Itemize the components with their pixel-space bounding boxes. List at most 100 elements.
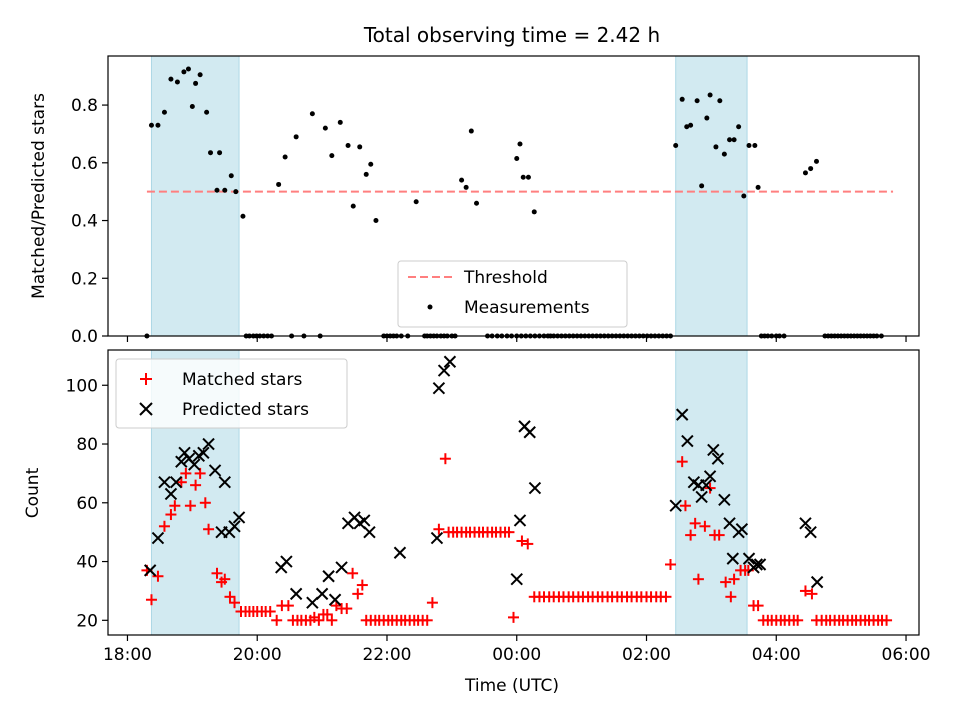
measurement-point [350,203,356,209]
measurement-point [673,142,679,148]
ratio-axis-ticks: 0.0 0.2 0.4 0.6 0.8 [71,96,907,347]
predicted-stars-point [753,558,767,571]
measurement-point [459,177,465,183]
matched-stars-point [199,497,211,509]
measurement-point [337,119,343,125]
measurement-point [514,155,520,161]
matched-stars-point [439,453,451,465]
matched-stars-point [522,538,534,550]
y-tick-label: 0.2 [71,269,98,289]
matched-stars-point [190,479,202,491]
matched-stars-point [165,509,177,521]
predicted-stars-point [393,546,407,559]
measurement-point [197,72,203,78]
y-tick-label: 20 [76,611,98,631]
predicted-stars-point [335,561,348,574]
measurement-point [463,184,469,190]
predicted-stars-point [158,476,171,489]
measurement-point [713,144,719,150]
measurement-point [741,193,747,199]
predicted-stars-point [169,476,183,489]
matched-stars-point [271,614,283,626]
predicted-stars-point [707,443,720,457]
legend-measurements-swatch [427,304,433,310]
predicted-stars-point [510,572,523,586]
predicted-stars-point [280,555,293,568]
measurement-point [155,122,161,128]
predicted-stars-point [430,531,444,545]
measurement-point [228,173,234,179]
predicted-stars-point [208,464,222,477]
predicted-stars-point [513,514,527,527]
measurement-point [746,142,752,148]
matched-stars-point [426,597,438,609]
measurement-point [727,137,733,143]
measurement-point [474,200,480,206]
predicted-stars-point [750,558,764,571]
predicted-stars-point [804,525,817,539]
matched-stars-point [321,608,333,620]
measurement-point [282,154,288,160]
measurement-point [309,111,315,117]
measurement-point [531,209,537,215]
measurement-point [208,150,214,156]
predicted-stars-point [228,520,241,533]
measurement-point [717,98,723,104]
count-panel-frame [107,349,920,636]
predicted-stars-point [188,458,201,471]
matched-stars-point [685,529,697,541]
predicted-stars-point [432,381,446,395]
measurement-point [185,66,191,72]
measurement-point [174,79,180,85]
measurement-point [694,98,700,104]
matched-stars-point [725,591,737,603]
predicted-stars-point [202,437,215,451]
matched-stars-point [264,605,276,617]
measurement-point [345,142,351,148]
matched-stars-point [881,614,893,626]
measurement-point [755,184,761,190]
matched-stars-point [282,600,294,612]
matched-stars-point [699,520,711,532]
measurement-point [193,80,199,86]
predicted-stars-point [799,517,812,530]
x-tick-label: 20:00 [233,645,282,665]
y-tick-label: 0.6 [71,154,98,174]
measurement-point [679,96,685,102]
measurement-point [368,161,374,167]
matched-stars-point [145,594,157,606]
x-axis-label: Time (UTC) [464,676,559,696]
measurement-point [802,170,808,176]
measurement-point [222,187,228,193]
y-tick-label: 0.4 [71,212,98,232]
matched-stars-point [341,603,353,615]
predicted-stars-point [443,355,457,368]
x-tick-label: 02:00 [622,645,671,665]
measurement-point [293,134,299,140]
measurement-point [214,187,220,193]
matched-stars-point [692,573,704,585]
x-tick-label: 22:00 [362,645,411,665]
predicted-stars-point [164,487,178,501]
measurement-point [329,153,335,159]
ratio-legend: Threshold Measurements [397,260,628,328]
y-tick-label: 60 [76,494,98,514]
measurement-point [520,174,526,180]
predicted-stars-point [669,499,682,512]
predicted-stars-point [703,470,717,483]
ratio-panel-frame [107,55,920,337]
matched-stars-point [799,585,811,597]
legend-box [115,358,348,429]
measurement-point [688,122,694,128]
count-y-axis-label: Count [23,467,43,518]
measurement-point [684,124,690,130]
measurement-point [233,189,239,195]
measurement-point [525,174,531,180]
predicted-stars-point [528,481,542,495]
ratio-y-axis-label: Matched/Predicted stars [29,93,49,299]
y-tick-label: 40 [76,553,98,573]
matched-stars-point [356,579,368,591]
legend-matched-label: Matched stars [182,370,302,390]
predicted-stars-point [143,564,157,577]
legend-predicted-label: Predicted stars [182,400,309,420]
